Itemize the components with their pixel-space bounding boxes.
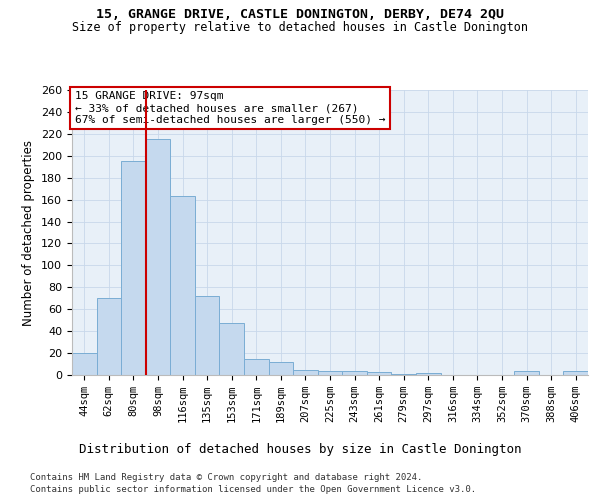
Bar <box>342 370 367 375</box>
Text: 15, GRANGE DRIVE, CASTLE DONINGTON, DERBY, DE74 2QU: 15, GRANGE DRIVE, CASTLE DONINGTON, DERB… <box>96 8 504 20</box>
Text: Contains public sector information licensed under the Open Government Licence v3: Contains public sector information licen… <box>30 485 476 494</box>
Bar <box>416 373 440 375</box>
Bar <box>563 370 588 375</box>
Y-axis label: Number of detached properties: Number of detached properties <box>22 140 35 326</box>
Text: Size of property relative to detached houses in Castle Donington: Size of property relative to detached ho… <box>72 21 528 34</box>
Bar <box>146 140 170 375</box>
Text: 15 GRANGE DRIVE: 97sqm
← 33% of detached houses are smaller (267)
67% of semi-de: 15 GRANGE DRIVE: 97sqm ← 33% of detached… <box>74 92 385 124</box>
Bar <box>391 374 416 375</box>
Text: Distribution of detached houses by size in Castle Donington: Distribution of detached houses by size … <box>79 442 521 456</box>
Bar <box>72 353 97 375</box>
Bar <box>97 298 121 375</box>
Bar <box>195 296 220 375</box>
Bar <box>121 161 146 375</box>
Bar <box>367 372 391 375</box>
Bar <box>293 370 318 375</box>
Bar <box>170 196 195 375</box>
Bar <box>318 370 342 375</box>
Text: Contains HM Land Registry data © Crown copyright and database right 2024.: Contains HM Land Registry data © Crown c… <box>30 472 422 482</box>
Bar <box>514 370 539 375</box>
Bar <box>244 358 269 375</box>
Bar <box>220 324 244 375</box>
Bar <box>269 362 293 375</box>
